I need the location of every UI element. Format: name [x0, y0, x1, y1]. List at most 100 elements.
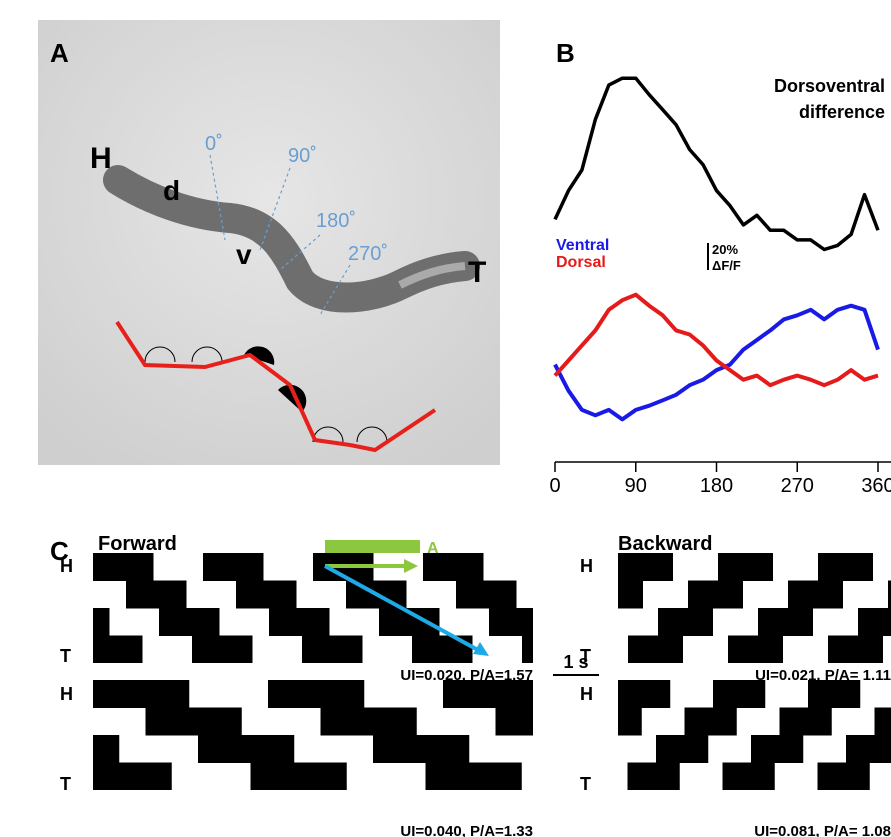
kymo-band — [93, 635, 143, 663]
arrow-head — [473, 642, 489, 656]
trace-label: Dorsoventral — [774, 76, 885, 96]
backward-title: Backward — [618, 533, 713, 555]
kymo-band — [628, 635, 683, 663]
legend-entry: Dorsal — [556, 254, 606, 271]
time-scale-label: 1 s — [563, 652, 588, 672]
kymograph — [533, 680, 891, 791]
kymo-band — [618, 580, 643, 609]
arrow-head — [404, 559, 418, 573]
kymo-band — [627, 762, 680, 790]
panel-label: C — [50, 536, 69, 566]
curvature-mark — [244, 346, 275, 365]
head-label: H — [90, 142, 112, 175]
body-polyline — [115, 320, 437, 453]
tail-label: T — [580, 774, 591, 794]
tail-label: T — [60, 774, 71, 794]
kymo-band — [722, 762, 775, 790]
kymo-band — [320, 707, 417, 736]
kymo-band — [373, 735, 470, 763]
head-label: H — [60, 684, 73, 704]
stats: UI=0.020, P/A=1.57 — [400, 667, 533, 684]
kymo-band — [0, 553, 44, 581]
kymo-band — [269, 608, 330, 636]
angle-label: 90˚ — [288, 145, 317, 167]
kymo-band — [561, 735, 613, 763]
kymo-band — [198, 735, 295, 763]
trace — [553, 76, 880, 252]
kymo-band — [808, 680, 861, 708]
legend-bar-a — [325, 540, 420, 553]
tail-label: T — [60, 646, 71, 666]
x-tick-label: 90 — [625, 475, 647, 497]
ventral-label: v — [236, 239, 252, 270]
kymo-band — [533, 763, 585, 791]
kymo-band — [443, 680, 533, 708]
kymograph — [558, 553, 891, 663]
kymo-band — [522, 635, 533, 663]
kymo-band — [728, 635, 783, 663]
kymo-band — [93, 553, 154, 581]
kymo-band — [268, 680, 365, 708]
kymo-band — [93, 762, 172, 790]
head-label: H — [580, 684, 593, 704]
stats: UI=0.081, P/A= 1.08 — [754, 823, 891, 837]
head-label: H — [60, 556, 73, 576]
x-tick-label: 180 — [700, 475, 733, 497]
kymo-band — [818, 553, 873, 581]
scale-label: ΔF/F — [712, 258, 741, 273]
stats: UI=0.021, P/A= 1.11 — [755, 667, 891, 684]
kymo-band — [758, 608, 813, 636]
kymo-band — [0, 680, 14, 708]
kymo-band — [888, 580, 891, 609]
kymo-band — [618, 707, 642, 736]
kymo-band — [93, 608, 110, 636]
kymo-band — [779, 707, 832, 736]
kymo-band — [751, 735, 804, 763]
kymo-band — [456, 580, 517, 609]
head-label: H — [580, 556, 593, 576]
kymo-band — [566, 581, 627, 609]
scale-label: 20% — [712, 242, 738, 257]
kymo-band — [658, 608, 713, 636]
kymo-band — [713, 680, 766, 708]
kymograph — [0, 680, 533, 790]
kymo-band — [236, 580, 297, 609]
kymo-band — [126, 580, 187, 609]
kymo-band — [558, 608, 613, 636]
worm-tail — [398, 262, 466, 289]
kymo-band — [93, 735, 120, 763]
kymo-band — [788, 580, 843, 609]
kymo-band — [159, 608, 220, 636]
kymo-band — [858, 608, 891, 636]
kymo-band — [688, 580, 743, 609]
kymo-band — [495, 707, 533, 736]
kymo-band — [203, 553, 264, 581]
kymo-band — [618, 553, 673, 581]
kymo-band — [423, 553, 484, 581]
kymo-band — [846, 735, 891, 763]
kymo-band — [718, 553, 773, 581]
angle-lines — [209, 154, 351, 316]
arrow-p — [324, 564, 479, 652]
tail-label: T — [580, 646, 591, 666]
kymo-band — [16, 581, 77, 609]
kymo-band — [192, 635, 253, 663]
kymo-band — [250, 762, 347, 790]
kymo-band — [656, 735, 709, 763]
kymo-band — [302, 635, 363, 663]
kymo-band — [828, 635, 883, 663]
angle-label: 0˚ — [205, 133, 223, 155]
stats: UI=0.040, P/A=1.33 — [400, 823, 533, 837]
x-tick-label: 270 — [781, 475, 814, 497]
panel-label: B — [556, 38, 575, 68]
angle-label: 180˚ — [316, 210, 356, 232]
x-tick-label: 0 — [549, 475, 560, 497]
trace — [553, 303, 880, 422]
kymo-band — [93, 680, 190, 708]
panel-label: A — [50, 38, 69, 68]
tail-label: T — [468, 256, 486, 289]
trace — [553, 292, 879, 388]
kymo-band — [817, 762, 870, 790]
kymo-band — [0, 708, 67, 736]
